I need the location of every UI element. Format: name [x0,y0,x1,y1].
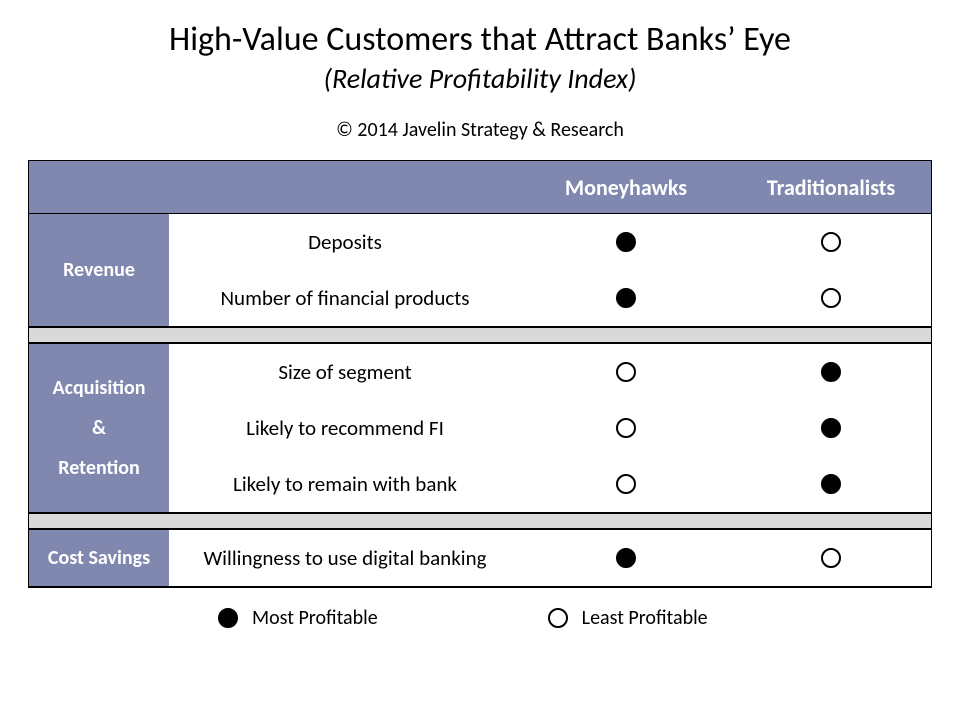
cell-traditionalists [731,362,931,382]
table-row: Willingness to use digital banking [169,530,931,586]
page-title: High-Value Customers that Attract Banks’… [40,20,920,59]
cell-moneyhawks [521,232,731,252]
table-header-row: Moneyhawks Traditionalists [29,161,931,214]
section-acquisition-retention: Acquisition & Retention Size of segment … [29,344,931,512]
cell-traditionalists [731,418,931,438]
metric-label: Number of financial products [169,280,521,317]
section-divider [29,512,931,530]
dot-icon [616,548,636,568]
metric-label: Deposits [169,224,521,261]
section-cost-savings: Cost Savings Willingness to use digital … [29,530,931,586]
profitability-table: Moneyhawks Traditionalists Revenue Depos… [28,160,932,588]
cell-moneyhawks [521,288,731,308]
col-header-moneyhawks: Moneyhawks [521,174,731,201]
metric-label: Likely to remain with bank [169,466,521,503]
copyright-line: © 2014 Javelin Strategy & Research [40,118,920,142]
category-text: Acquisition & Retention [53,368,146,488]
dot-icon [821,362,841,382]
category-text: Revenue [63,255,135,285]
legend-label-most: Most Profitable [252,606,378,630]
metric-label: Size of segment [169,354,521,391]
category-text: Cost Savings [48,543,150,573]
cell-moneyhawks [521,418,731,438]
legend: Most Profitable Least Profitable [28,606,932,630]
dot-icon [616,474,636,494]
table-row: Size of segment [169,344,931,400]
page-subtitle: (Relative Profitability Index) [40,61,920,96]
category-label: Cost Savings [29,530,169,586]
legend-item-least: Least Profitable [548,606,708,630]
dot-icon [821,288,841,308]
category-label: Revenue [29,214,169,326]
table-row: Deposits [169,214,931,270]
cell-traditionalists [731,474,931,494]
cell-moneyhawks [521,474,731,494]
metric-label: Likely to recommend FI [169,410,521,447]
cell-moneyhawks [521,548,731,568]
dot-icon [821,232,841,252]
table-row: Likely to recommend FI [169,400,931,456]
col-header-traditionalists: Traditionalists [731,174,931,201]
table-row: Number of financial products [169,270,931,326]
dot-icon [616,232,636,252]
dot-icon [821,548,841,568]
legend-label-least: Least Profitable [582,606,708,630]
metric-label: Willingness to use digital banking [169,540,521,577]
page: High-Value Customers that Attract Banks’… [0,0,960,720]
section-revenue: Revenue Deposits Number of financial pro… [29,214,931,326]
category-label: Acquisition & Retention [29,344,169,512]
dot-icon [821,418,841,438]
section-divider [29,326,931,344]
legend-item-most: Most Profitable [218,606,378,630]
dot-icon [616,288,636,308]
dot-icon [616,418,636,438]
cell-traditionalists [731,548,931,568]
cell-moneyhawks [521,362,731,382]
table-row: Likely to remain with bank [169,456,931,512]
cell-traditionalists [731,288,931,308]
cell-traditionalists [731,232,931,252]
dot-icon [821,474,841,494]
dot-icon [548,608,568,628]
dot-icon [218,608,238,628]
dot-icon [616,362,636,382]
